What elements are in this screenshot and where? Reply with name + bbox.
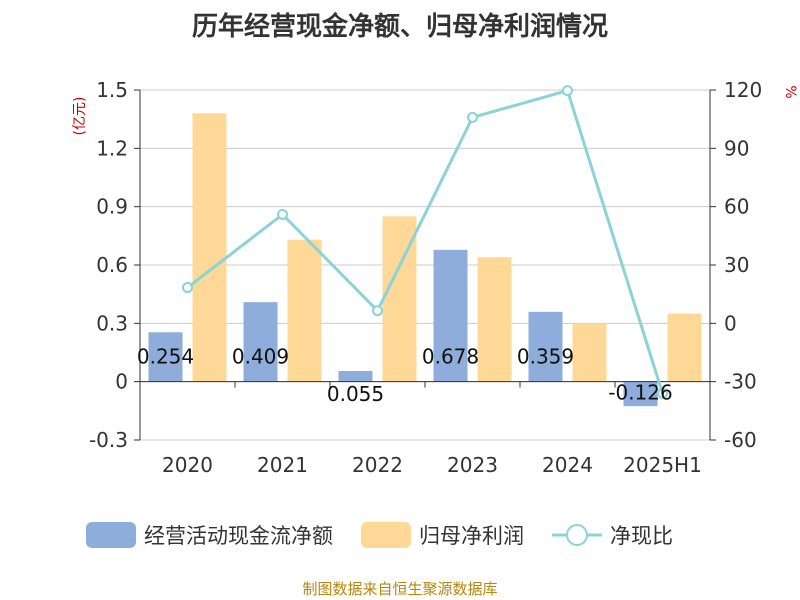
- left-tick-label: -0.3: [89, 428, 128, 452]
- bar-cashflow: [338, 370, 373, 382]
- line-point: [467, 111, 478, 123]
- right-tick-label: -60: [724, 428, 757, 452]
- legend-label: 经营活动现金流净额: [144, 524, 333, 548]
- source-note: 制图数据来自恒生聚源数据库: [302, 580, 498, 598]
- legend-swatch: [86, 522, 136, 548]
- line-point: [657, 387, 668, 399]
- left-tick-label: 1.5: [96, 78, 128, 102]
- x-tick-label: 2021: [257, 453, 308, 477]
- bar-data-label: 0.678: [422, 345, 479, 369]
- bar-data-label: 0.254: [137, 345, 194, 369]
- legend-marker: [566, 524, 588, 546]
- right-tick-label: -30: [724, 370, 757, 394]
- legend: 经营活动现金流净额 归母净利润 净现比: [86, 522, 673, 548]
- right-tick-label: 30: [724, 253, 749, 277]
- bar-net-profit: [477, 257, 512, 382]
- bars: [148, 113, 702, 407]
- x-tick-label: 2024: [542, 453, 593, 477]
- x-tick-label: 2022: [352, 453, 403, 477]
- right-tick-label: 60: [724, 195, 749, 219]
- bar-data-label: -0.126: [608, 381, 672, 405]
- bar-net-profit: [287, 239, 322, 382]
- bar-cashflow: [148, 332, 183, 382]
- legend-label: 归母净利润: [419, 524, 524, 548]
- right-tick-label: 120: [724, 78, 762, 102]
- line-series: [182, 85, 668, 399]
- bar-net-profit: [572, 323, 607, 382]
- bar-cashflow: [528, 311, 563, 382]
- bar-data-label: 0.409: [232, 345, 289, 369]
- line-point: [277, 208, 288, 220]
- left-tick-label: 0.6: [96, 253, 128, 277]
- left-axis-unit: (亿元): [72, 97, 88, 136]
- right-tick-label: 0: [724, 311, 737, 335]
- x-tick-label: 2020: [162, 453, 213, 477]
- legend-swatch: [361, 522, 411, 548]
- x-tick-label: 2025H1: [623, 453, 702, 477]
- line-point: [182, 282, 193, 294]
- bar-data-label: 0.055: [327, 382, 384, 406]
- bar-data-label: 0.359: [517, 345, 574, 369]
- bar-cashflow: [433, 249, 468, 382]
- data-labels: 0.254 0.409 0.055 0.678 0.359 -0.126: [137, 345, 673, 406]
- axes: 1.5 1.2 0.9 0.6 0.3 0 -0.3 120 90 60 30 0 -30 -60 2020…: [72, 78, 798, 477]
- right-axis-unit: %: [782, 85, 798, 98]
- bar-net-profit: [192, 113, 227, 382]
- left-tick-label: 1.2: [96, 136, 128, 160]
- chart-title: 历年经营现金净额、归母净利润情况: [191, 12, 608, 42]
- x-tick-label: 2023: [447, 453, 498, 477]
- left-tick-label: 0: [115, 370, 128, 394]
- bar-cashflow: [623, 381, 658, 407]
- left-tick-label: 0.9: [96, 195, 128, 219]
- right-tick-label: 90: [724, 136, 749, 160]
- line-point: [372, 305, 383, 317]
- bar-net-profit: [667, 313, 702, 382]
- line-net-cash-ratio: [186, 88, 664, 394]
- bar-cashflow: [243, 302, 278, 382]
- line-point: [562, 85, 573, 97]
- left-tick-label: 0.3: [96, 311, 128, 335]
- legend-label: 净现比: [610, 524, 673, 548]
